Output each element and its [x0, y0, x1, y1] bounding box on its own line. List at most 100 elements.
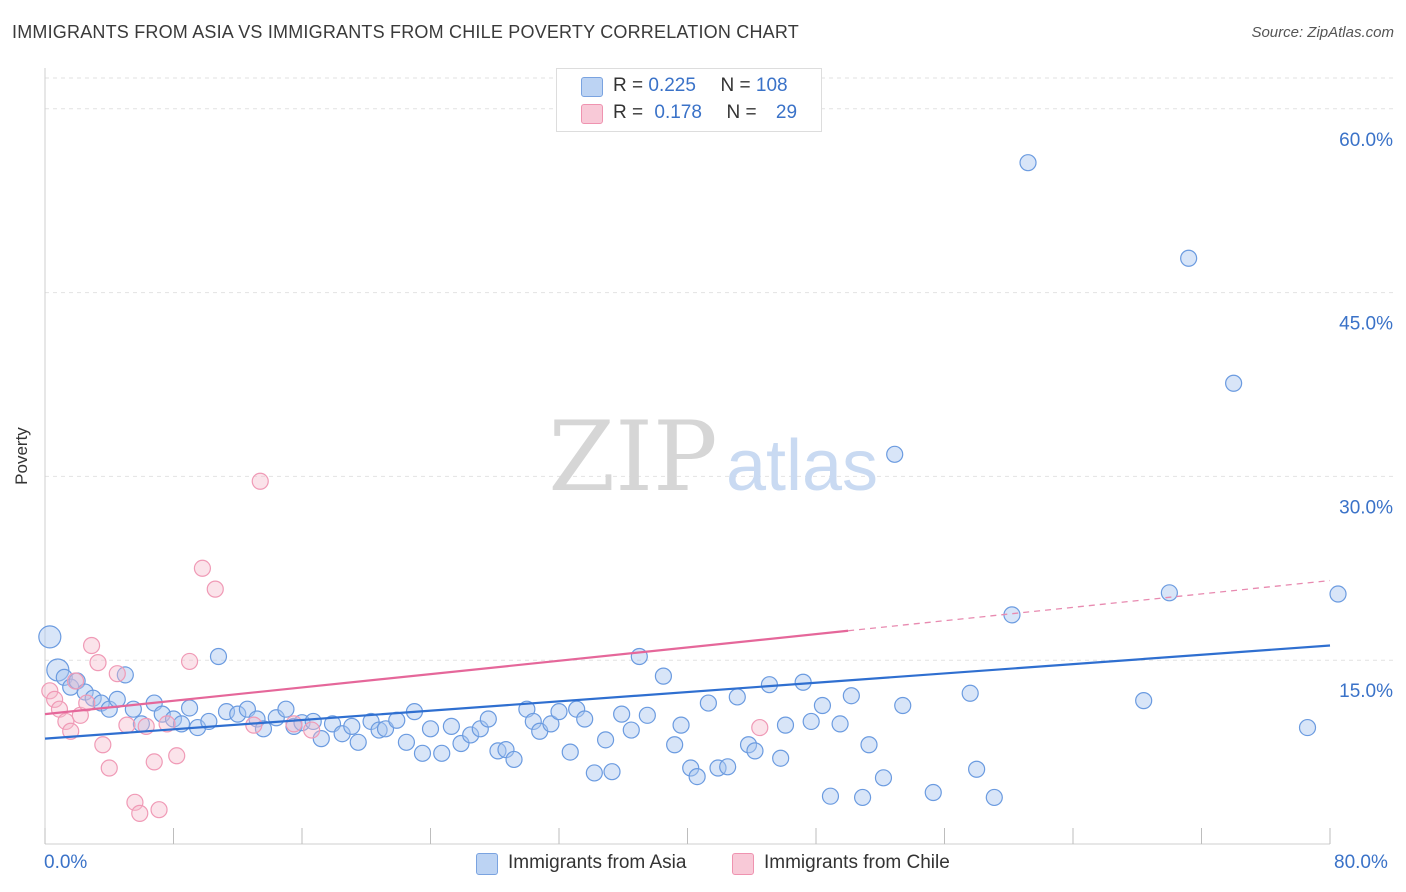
point-asia [542, 715, 560, 733]
point-asia [370, 721, 388, 739]
x-tick-label-min: 0.0% [44, 852, 88, 873]
point-asia [421, 720, 440, 738]
point-asia [894, 696, 912, 715]
point-asia [1329, 585, 1347, 603]
trend-line-chile [44, 629, 849, 716]
point-asia [254, 720, 273, 738]
point-chile [245, 716, 263, 734]
point-asia [277, 700, 295, 718]
trend-line-chile-extension [848, 579, 1331, 632]
watermark-atlas: atlas [726, 426, 878, 506]
point-asia [452, 734, 470, 753]
point-asia [1180, 249, 1198, 267]
point-asia [719, 758, 737, 776]
y-tick-label: 30.0% [1339, 497, 1393, 518]
point-asia [746, 742, 764, 760]
watermark: ZIP atlas [548, 401, 878, 513]
legend-n-value-asia: 108 [755, 75, 788, 96]
watermark-zip: ZIP [548, 401, 717, 513]
point-asia [886, 445, 904, 463]
point-chile [46, 690, 64, 709]
point-asia [442, 717, 460, 735]
point-chile [751, 718, 769, 737]
point-chile [150, 801, 168, 819]
point-asia [821, 787, 840, 805]
point-asia [55, 668, 73, 686]
point-asia [772, 749, 790, 767]
series-legend-label-asia: Immigrants from Asia [508, 852, 687, 873]
point-chile [108, 665, 126, 683]
point-asia [505, 750, 523, 769]
point-asia [802, 712, 820, 731]
point-chile [285, 715, 303, 733]
legend-n-value-chile: 29 [775, 102, 798, 123]
point-asia [585, 764, 603, 782]
point-asia [576, 710, 594, 728]
point-asia [924, 783, 942, 802]
point-asia [349, 733, 367, 751]
point-asia [343, 717, 361, 735]
legend-r-label: R = [613, 75, 644, 96]
gridlines [45, 77, 1394, 661]
point-asia [638, 706, 656, 724]
point-asia [831, 715, 849, 733]
point-asia [180, 699, 199, 717]
point-asia [229, 705, 247, 723]
point-asia [688, 768, 706, 786]
point-asia [397, 733, 416, 751]
point-asia [739, 736, 758, 754]
point-asia [985, 788, 1003, 807]
legend-n-label: N = [720, 75, 751, 96]
series-chile-points [41, 472, 769, 822]
point-asia [312, 730, 330, 748]
point-asia [209, 647, 228, 666]
y-tick-labels: 15.0% 30.0% 45.0% 60.0% [1339, 130, 1393, 702]
trend-lines [44, 579, 1331, 740]
point-asia [479, 710, 497, 728]
axes [44, 68, 1331, 845]
point-chile [82, 636, 101, 655]
series-legend-swatch-chile [732, 853, 754, 875]
point-chile [57, 712, 75, 731]
source-credit: Source: ZipAtlas.com [1251, 24, 1394, 41]
point-asia [1019, 154, 1037, 172]
point-asia [304, 712, 322, 731]
y-tick-label: 60.0% [1339, 130, 1393, 151]
point-chile [66, 672, 85, 690]
point-asia [672, 716, 690, 734]
correlation-legend: R = 0.225 N = 108 R = 0.178 N = 29 [556, 68, 822, 132]
point-chile [100, 759, 118, 777]
series-asia-points [38, 154, 1347, 807]
point-chile [62, 722, 80, 740]
point-chile [118, 716, 136, 734]
point-chile [89, 654, 107, 672]
point-asia [842, 687, 860, 705]
point-asia [524, 712, 542, 731]
point-asia [813, 696, 832, 715]
y-tick-label: 45.0% [1339, 314, 1393, 335]
point-chile [206, 580, 224, 598]
point-asia [699, 694, 717, 712]
x-tick-label-max: 80.0% [1334, 852, 1388, 873]
legend-r-value-chile: 0.178 [654, 102, 702, 123]
point-chile [168, 747, 186, 765]
point-asia [1160, 584, 1178, 602]
point-asia [462, 726, 480, 744]
point-asia [622, 721, 640, 739]
point-chile [131, 804, 149, 822]
legend-r-value-asia: 0.225 [648, 75, 696, 96]
point-asia [153, 705, 171, 723]
point-asia [38, 625, 62, 649]
point-asia [1225, 374, 1243, 392]
point-asia [433, 744, 451, 762]
point-chile [180, 652, 199, 671]
point-asia [1135, 692, 1153, 710]
point-chile [193, 559, 212, 577]
legend-r-label: R = [613, 102, 644, 123]
point-chile [251, 472, 269, 490]
point-asia [1298, 718, 1317, 737]
point-asia [654, 667, 673, 685]
point-chile [126, 793, 144, 811]
point-chile [94, 736, 112, 754]
point-asia [728, 688, 746, 706]
